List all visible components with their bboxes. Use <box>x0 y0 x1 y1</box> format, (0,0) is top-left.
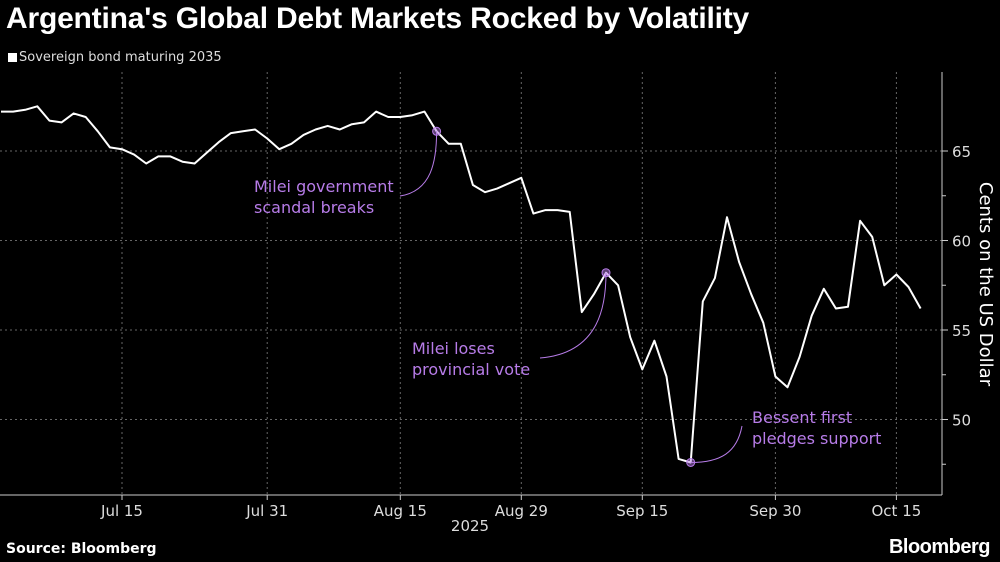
annotation-leader <box>539 272 607 359</box>
annotation-text: pledges support <box>752 429 881 448</box>
y-tick-label: 50 <box>952 412 971 430</box>
annotation-leader <box>690 425 743 463</box>
x-tick-label: Oct 15 <box>872 502 922 520</box>
legend: Sovereign bond maturing 2035 <box>8 50 222 65</box>
x-tick-label: Sep 15 <box>616 502 668 520</box>
chart-title: Argentina's Global Debt Markets Rocked b… <box>6 2 750 35</box>
annotation-text: provincial vote <box>412 360 530 379</box>
x-axis-label: 2025 <box>451 517 489 535</box>
x-tick-label: Jul 31 <box>245 502 288 520</box>
legend-label: Sovereign bond maturing 2035 <box>19 50 222 65</box>
x-tick-label: Aug 29 <box>495 502 548 520</box>
y-tick-label: 55 <box>952 322 971 340</box>
source-note: Source: Bloomberg <box>6 541 157 557</box>
annotation-text: Bessent first <box>752 408 852 427</box>
legend-swatch <box>8 53 17 62</box>
annotation-text: Milei loses <box>412 339 495 358</box>
x-tick-label: Sep 30 <box>749 502 801 520</box>
y-tick-label: 65 <box>952 143 971 161</box>
x-tick-label: Aug 15 <box>374 502 427 520</box>
annotation-text: Milei government <box>254 177 394 196</box>
annotation-leader <box>399 131 438 197</box>
y-axis-label: Cents on the US Dollar <box>975 182 996 387</box>
x-tick-label: Jul 15 <box>100 502 143 520</box>
series-line <box>1 105 922 464</box>
y-tick-label: 60 <box>952 233 971 251</box>
annotation-text: scandal breaks <box>254 198 374 217</box>
bloomberg-logo: Bloomberg <box>888 536 991 558</box>
